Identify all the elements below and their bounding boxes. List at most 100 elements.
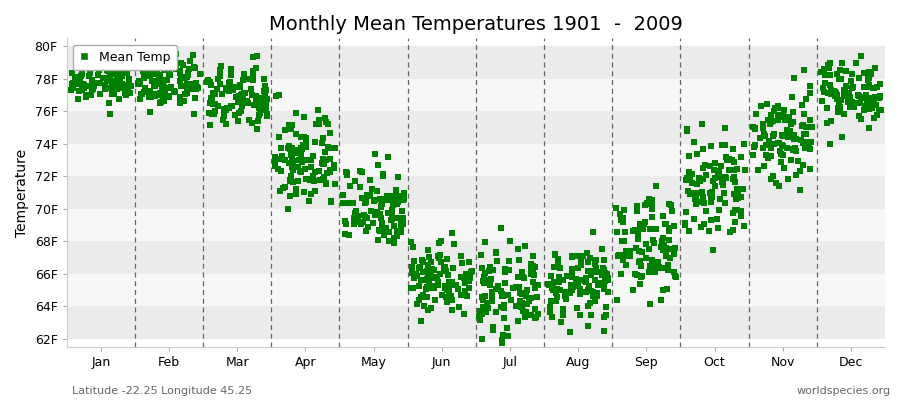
Point bbox=[112, 79, 127, 85]
Point bbox=[850, 91, 865, 98]
Point bbox=[864, 95, 878, 101]
Point bbox=[571, 282, 585, 289]
Point bbox=[544, 298, 559, 304]
Point bbox=[699, 208, 714, 214]
Point bbox=[143, 67, 157, 73]
Point bbox=[832, 102, 846, 109]
Point bbox=[342, 232, 356, 238]
Point bbox=[655, 239, 670, 246]
Point bbox=[615, 217, 629, 223]
Point bbox=[526, 252, 540, 259]
Point bbox=[293, 169, 308, 175]
Point bbox=[613, 210, 627, 217]
Point bbox=[384, 196, 399, 203]
Point bbox=[160, 45, 175, 52]
Point bbox=[793, 187, 807, 194]
Point bbox=[74, 63, 88, 69]
Point bbox=[653, 297, 668, 304]
Point bbox=[496, 332, 510, 339]
Point bbox=[722, 167, 736, 174]
Point bbox=[221, 80, 236, 87]
Bar bbox=[67, 46, 885, 79]
Point bbox=[719, 156, 733, 163]
Point bbox=[291, 147, 305, 154]
Point bbox=[516, 274, 530, 280]
Point bbox=[404, 267, 419, 273]
Point bbox=[283, 160, 297, 166]
Point bbox=[422, 254, 436, 260]
Point bbox=[589, 265, 603, 271]
Point bbox=[823, 72, 837, 78]
Point bbox=[640, 200, 654, 206]
Point bbox=[260, 111, 274, 117]
Point bbox=[211, 76, 225, 82]
Point bbox=[102, 100, 116, 106]
Point bbox=[107, 91, 122, 97]
Point bbox=[289, 150, 303, 156]
Point bbox=[644, 257, 659, 263]
Point bbox=[715, 142, 729, 148]
Point bbox=[285, 152, 300, 159]
Point bbox=[643, 301, 657, 307]
Point bbox=[842, 94, 857, 100]
Point bbox=[580, 250, 594, 256]
Point bbox=[232, 93, 247, 100]
Point bbox=[140, 61, 154, 67]
Point bbox=[814, 69, 828, 75]
Point bbox=[451, 286, 465, 292]
Point bbox=[727, 190, 742, 197]
Point bbox=[318, 161, 332, 168]
Point bbox=[730, 207, 744, 213]
Point bbox=[565, 267, 580, 274]
Point bbox=[556, 312, 571, 318]
Point bbox=[639, 255, 653, 262]
Point bbox=[734, 208, 748, 214]
Point bbox=[654, 264, 669, 271]
Point bbox=[78, 92, 93, 98]
Point bbox=[678, 220, 692, 226]
Point bbox=[761, 117, 776, 123]
Point bbox=[579, 274, 593, 281]
Point bbox=[353, 168, 367, 174]
Point bbox=[119, 56, 133, 63]
Point bbox=[285, 145, 300, 151]
Point bbox=[657, 242, 671, 248]
Point bbox=[103, 76, 117, 83]
Point bbox=[239, 98, 254, 104]
Point bbox=[551, 261, 565, 268]
Point bbox=[391, 174, 405, 180]
Point bbox=[830, 92, 844, 98]
Point bbox=[738, 167, 752, 173]
Point bbox=[867, 115, 881, 121]
Point bbox=[803, 83, 817, 89]
Point bbox=[217, 110, 231, 117]
Point bbox=[746, 123, 760, 130]
Point bbox=[432, 271, 446, 278]
Point bbox=[588, 298, 602, 304]
Point bbox=[94, 65, 108, 72]
Point bbox=[633, 258, 647, 264]
Point bbox=[66, 80, 80, 86]
Point bbox=[254, 107, 268, 113]
Point bbox=[867, 96, 881, 102]
Point bbox=[438, 294, 453, 300]
Point bbox=[784, 157, 798, 163]
Point bbox=[852, 100, 867, 106]
Point bbox=[94, 58, 108, 64]
Point bbox=[716, 181, 730, 188]
Point bbox=[474, 336, 489, 342]
Point bbox=[828, 93, 842, 99]
Point bbox=[476, 278, 491, 284]
Point bbox=[764, 112, 778, 119]
Point bbox=[423, 283, 437, 289]
Point bbox=[208, 101, 222, 107]
Point bbox=[708, 160, 723, 166]
Point bbox=[788, 145, 803, 152]
Point bbox=[757, 163, 771, 170]
Point bbox=[289, 130, 303, 137]
Point bbox=[302, 198, 317, 204]
Point bbox=[289, 110, 303, 116]
Point bbox=[368, 151, 382, 158]
Bar bbox=[67, 241, 885, 274]
Point bbox=[66, 85, 80, 91]
